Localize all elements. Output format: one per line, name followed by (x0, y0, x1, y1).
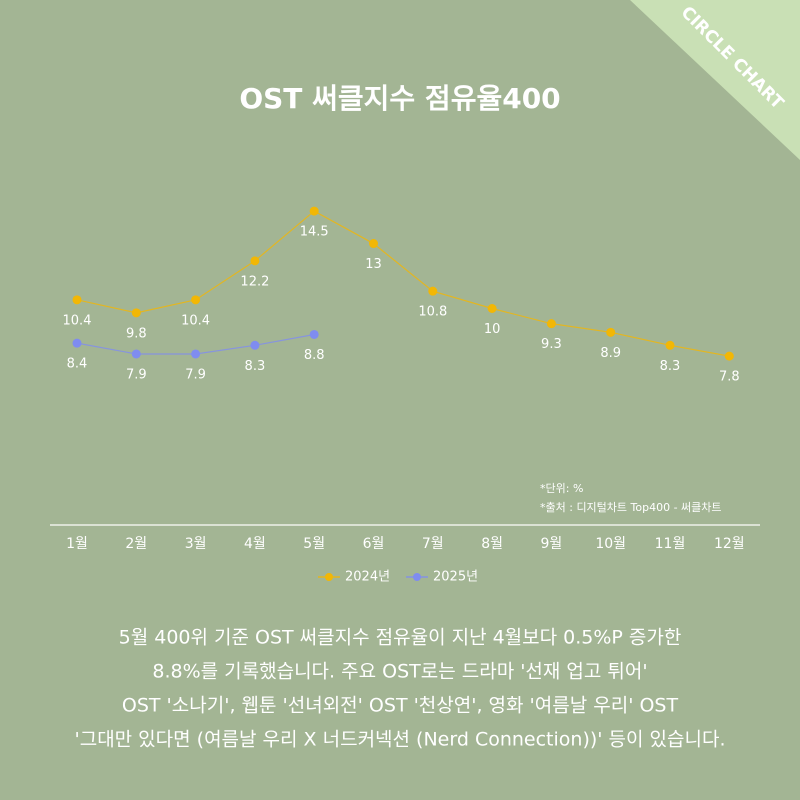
x-tick-label: 4월 (244, 536, 266, 552)
description: 5월 400위 기준 OST 써클지수 점유율이 지난 4월보다 0.5%P 증… (119, 627, 682, 649)
data-label: 7.9 (185, 367, 206, 382)
x-tick-label: 1월 (66, 536, 88, 552)
point (72, 338, 82, 348)
note: *출처 : 디지털차트 Top400 - 써클차트 (540, 501, 722, 514)
data-label: 10.8 (418, 305, 447, 320)
point (72, 295, 82, 305)
note: *단위: % (540, 482, 583, 495)
point (606, 327, 616, 337)
x-tick-label: 7월 (422, 536, 444, 552)
data-label: 10 (484, 322, 501, 337)
point (309, 329, 319, 339)
point (369, 239, 378, 249)
badge-bg (630, 0, 800, 160)
x-tick-label: 9월 (541, 536, 563, 552)
data-label: 13 (365, 257, 382, 272)
point (191, 349, 201, 359)
x-tick-label: 2월 (125, 536, 147, 552)
description: OST '소나기', 웹툰 '선녀외전' OST '천상연', 영화 '여름날 … (122, 695, 679, 717)
point (250, 340, 260, 350)
x-tick-label: 11월 (655, 536, 686, 552)
data-label: 7.8 (719, 370, 740, 385)
point (131, 349, 141, 359)
x-tick-label: 6월 (363, 536, 385, 552)
point (665, 340, 675, 350)
point (428, 286, 438, 296)
point (724, 351, 734, 361)
x-tick-label: 10월 (595, 536, 626, 552)
x-tick-label: 5월 (303, 536, 325, 552)
data-label: 7.9 (126, 367, 147, 382)
data-label: 8.4 (67, 357, 88, 372)
x-tick-label: 3월 (185, 536, 207, 552)
data-label: 10.4 (63, 313, 92, 328)
data-label: 9.8 (126, 326, 147, 341)
data-label: 8.9 (600, 346, 621, 361)
x-tick-label: 8월 (481, 536, 503, 552)
description: 8.8%를 기록했습니다. 주요 OST로는 드라마 '선재 업고 튀어' (152, 661, 647, 683)
data-label: 9.3 (541, 337, 562, 352)
point (546, 319, 556, 329)
data-label: 8.3 (660, 359, 681, 374)
point (191, 295, 201, 305)
legend-marker (413, 573, 421, 581)
point (309, 206, 319, 216)
series-line (76, 210, 730, 357)
legend-label: 2024년 (345, 570, 390, 585)
point (250, 256, 260, 266)
data-label: 8.8 (304, 348, 325, 363)
legend-marker (325, 573, 333, 581)
point (131, 308, 141, 318)
data-label: 14.5 (300, 225, 329, 240)
data-label: 12.2 (240, 274, 269, 289)
data-label: 10.4 (181, 313, 210, 328)
legend-label: 2025년 (433, 570, 478, 585)
chart-title: OST 써클지수 점유율400 (239, 82, 560, 115)
x-tick-label: 12월 (714, 536, 745, 552)
description: '그대만 있다면 (여름날 우리 X 너드커넥션 (Nerd Connectio… (74, 729, 725, 751)
data-label: 8.3 (245, 359, 266, 374)
point (487, 304, 497, 313)
